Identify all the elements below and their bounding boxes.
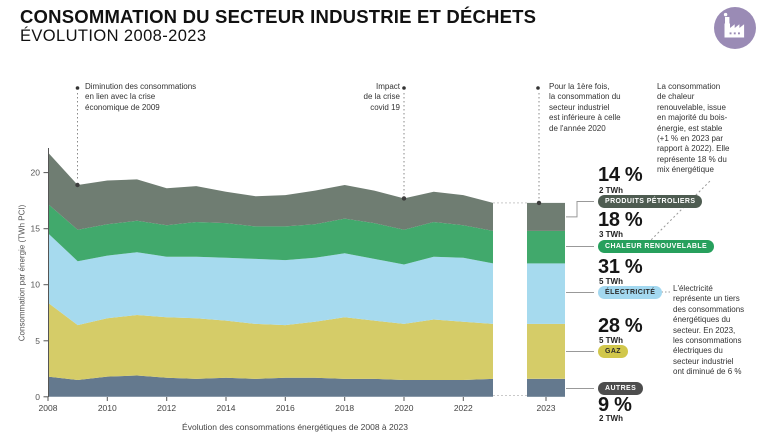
legend-connectors: [566, 201, 594, 389]
bar-2023-CHALEUR RENOUVELABLE: [527, 230, 565, 264]
y-tick-label: 10: [31, 280, 41, 290]
legend-pill-electricite: ÉLECTRICITÉ: [598, 286, 663, 299]
page-subtitle: ÉVOLUTION 2008-2023: [20, 27, 207, 45]
stat-twh-autres: 2 TWh: [599, 414, 623, 423]
y-axis: 0 5 10 15 20: [31, 148, 49, 402]
x-tick-label: 2016: [276, 403, 295, 413]
annotation-dot: [536, 200, 542, 206]
annotation-chaleur-renouvelable: La consommation de chaleur renouvelable,…: [657, 82, 730, 175]
bar-2023-GAZ: [527, 323, 565, 379]
bar-2023-ÉLECTRICITÉ: [527, 263, 565, 324]
annotation-crise-2009: Diminution des consommations en lien ave…: [85, 82, 197, 112]
stat-twh-gaz: 5 TWh: [599, 336, 623, 345]
factory-icon: [712, 5, 758, 51]
page-title: CONSOMMATION DU SECTEUR INDUSTRIE ET DÉC…: [20, 6, 537, 27]
x-tick-label: 2018: [335, 403, 354, 413]
x-tick-label: 2022: [454, 403, 473, 413]
stat-pct-produits-petroliers: 14 %: [598, 164, 643, 186]
x-tick-label: 2020: [395, 403, 414, 413]
stat-twh-chaleur-renouvelable: 3 TWh: [599, 230, 623, 239]
area-AUTRES: [48, 375, 493, 397]
x-tick-label: 2023: [537, 403, 556, 413]
annotation-premiere-fois: Pour la 1ère fois, la consommation du se…: [549, 82, 621, 133]
area-CHALEUR RENOUVELABLE: [48, 204, 493, 265]
y-tick-label: 0: [35, 392, 40, 402]
stat-pct-gaz: 28 %: [598, 315, 643, 337]
annotation-dot: [401, 196, 407, 201]
x-tick-label: 2014: [217, 403, 236, 413]
annotation-bullet: [75, 86, 80, 90]
area-PRODUITS PÉTROLIERS: [48, 152, 493, 231]
stat-twh-produits-petroliers: 2 TWh: [599, 186, 623, 195]
x-tick-label: 2008: [39, 403, 58, 413]
legend-pill-chaleur-renouvelable: CHALEUR RENOUVELABLE: [598, 240, 715, 253]
bar-2023: [527, 202, 565, 397]
legend-connector-PRODUITS PÉTROLIERS: [566, 201, 594, 218]
x-axis-caption: Évolution des consommations énergétiques…: [182, 422, 408, 432]
y-tick-label: 5: [35, 336, 40, 346]
bar-2023-PRODUITS PÉTROLIERS: [527, 202, 565, 231]
y-tick-label: 15: [31, 224, 41, 234]
annotation-bullet: [402, 86, 406, 90]
y-axis-title: Consommation par énergie (TWh PCI): [17, 204, 27, 342]
stat-pct-electricite: 31 %: [598, 256, 643, 278]
stat-pct-autres: 9 %: [598, 394, 632, 416]
annotation-bullet: [536, 86, 540, 90]
factory-icon-svg: [714, 7, 756, 49]
legend-pill-produits-petroliers: PRODUITS PÉTROLIERS: [598, 195, 703, 208]
stat-twh-electricite: 5 TWh: [599, 277, 623, 286]
chaleur-note-dotted-connector: [647, 180, 711, 244]
bar-2023-AUTRES: [527, 378, 565, 397]
stacked-areas: [48, 152, 493, 397]
y-tick-label: 20: [31, 168, 41, 178]
x-axis: 2008 2010 2012 2014 2016 2018 2020 2022 2023: [39, 397, 556, 413]
legend-pill-autres: AUTRES: [598, 382, 644, 395]
legend-pill-gaz: GAZ: [598, 345, 628, 358]
annotation-markers: [75, 86, 711, 293]
annotation-covid: Impact de la crise covid 19: [363, 82, 400, 112]
annotation-electricite: L'électricité représente un tiers des co…: [673, 284, 745, 377]
stat-pct-chaleur-renouvelable: 18 %: [598, 209, 643, 231]
x-tick-label: 2012: [157, 403, 176, 413]
area-GAZ: [48, 302, 493, 380]
annotation-dot: [75, 182, 80, 188]
x-tick-label: 2010: [98, 403, 117, 413]
area-ÉLECTRICITÉ: [48, 233, 493, 326]
